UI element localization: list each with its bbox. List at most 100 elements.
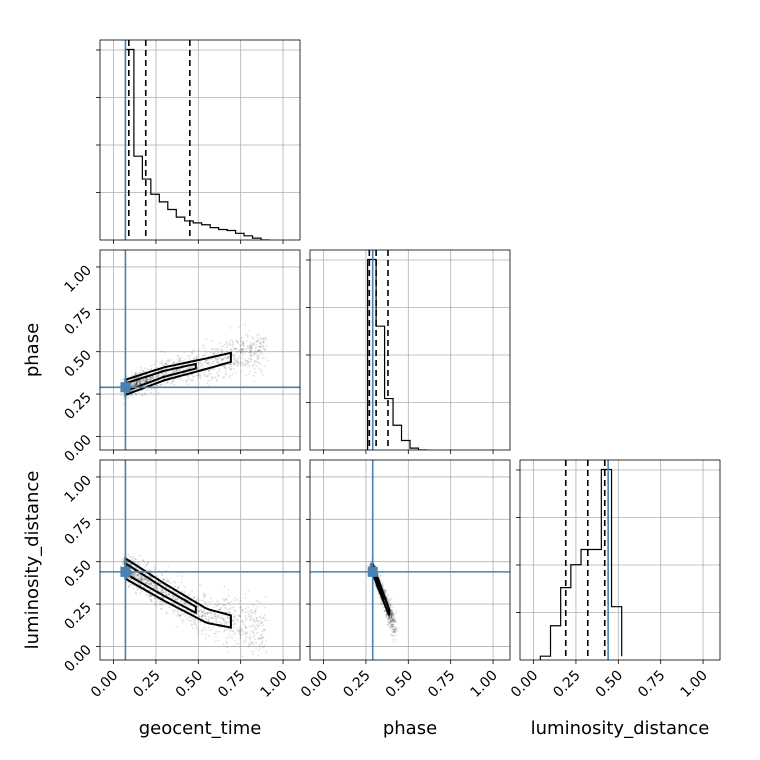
sample-point [145, 377, 148, 380]
sample-point [248, 351, 251, 354]
sample-point [244, 632, 247, 635]
sample-point [239, 611, 242, 614]
sample-point [169, 359, 172, 361]
tick-label-x: 1.00 [678, 668, 711, 701]
sample-point [256, 354, 259, 357]
sample-point [156, 376, 159, 378]
sample-point [225, 622, 228, 624]
sample-point [390, 615, 393, 618]
sample-point [137, 574, 140, 577]
sample-point [169, 382, 172, 385]
sample-point [261, 621, 263, 623]
sample-point [195, 624, 198, 627]
sample-point [390, 623, 393, 626]
sample-point [155, 375, 158, 378]
sample-point [133, 384, 136, 386]
sample-point [160, 588, 163, 591]
sample-point [173, 371, 176, 374]
sample-point [149, 575, 151, 578]
sample-point [210, 362, 213, 364]
sample-point [137, 577, 140, 580]
sample-point [388, 600, 391, 603]
sample-point [191, 365, 194, 368]
sample-point [133, 382, 136, 385]
sample-point [135, 393, 137, 395]
sample-point [198, 615, 201, 618]
sample-point [195, 599, 198, 602]
sample-point [394, 620, 397, 623]
sample-point [392, 640, 395, 643]
sample-point [131, 573, 133, 575]
sample-point [173, 361, 176, 364]
sample-point [389, 617, 391, 619]
sample-point [141, 379, 144, 382]
panel-frame [99, 459, 301, 661]
sample-point [145, 564, 148, 567]
sample-point [258, 349, 261, 352]
sample-point [212, 632, 215, 635]
sample-point [220, 352, 223, 355]
sample-point [216, 353, 218, 355]
sample-point [255, 647, 257, 650]
sample-point [191, 365, 193, 368]
sample-point [137, 381, 140, 383]
sample-point [183, 602, 186, 605]
truth-marker [120, 382, 131, 393]
sample-point [199, 374, 202, 377]
ylabel-phase: phase [22, 323, 43, 377]
sample-point [145, 380, 148, 382]
sample-point [126, 380, 128, 382]
sample-point [233, 621, 236, 624]
sample-point [201, 615, 203, 618]
sample-point [146, 378, 149, 381]
sample-point [389, 626, 391, 629]
sample-point [164, 351, 167, 354]
sample-point [132, 569, 135, 572]
sample-point [257, 625, 259, 628]
sample-point [390, 624, 393, 627]
sample-point [216, 361, 218, 364]
sample-point [256, 334, 259, 337]
contour-inner [124, 561, 197, 615]
sample-point [172, 595, 175, 598]
sample-point [383, 609, 386, 612]
sample-point [253, 371, 256, 374]
sample-point [250, 617, 253, 620]
sample-point [145, 579, 148, 581]
sample-point [264, 348, 267, 351]
sample-point [195, 368, 198, 371]
sample-point [149, 379, 152, 381]
sample-point [144, 380, 147, 383]
sample-point [142, 378, 145, 381]
sample-point [173, 370, 176, 372]
sample-point [222, 603, 225, 606]
sample-point [231, 607, 234, 609]
sample-point [212, 617, 215, 620]
sample-point [241, 609, 244, 612]
sample-point [152, 591, 154, 594]
sample-point [392, 619, 395, 622]
sample-point [250, 630, 253, 632]
sample-point [145, 581, 148, 584]
sample-point [246, 360, 249, 363]
sample-point [265, 339, 268, 342]
sample-point [228, 374, 231, 377]
sample-point [258, 647, 261, 649]
sample-point [171, 594, 174, 597]
sample-point [193, 621, 196, 624]
sample-point [244, 363, 247, 366]
sample-point [247, 590, 250, 592]
sample-point [244, 359, 247, 361]
sample-point [152, 387, 155, 390]
sample-point [259, 602, 262, 604]
sample-point [213, 612, 216, 614]
sample-point [255, 617, 258, 619]
sample-point [133, 382, 136, 384]
sample-point [226, 646, 229, 649]
sample-point [142, 378, 145, 381]
sample-point [202, 614, 205, 617]
sample-point [173, 371, 175, 374]
sample-point [149, 583, 152, 586]
sample-point [205, 611, 208, 614]
sample-point [162, 364, 164, 367]
